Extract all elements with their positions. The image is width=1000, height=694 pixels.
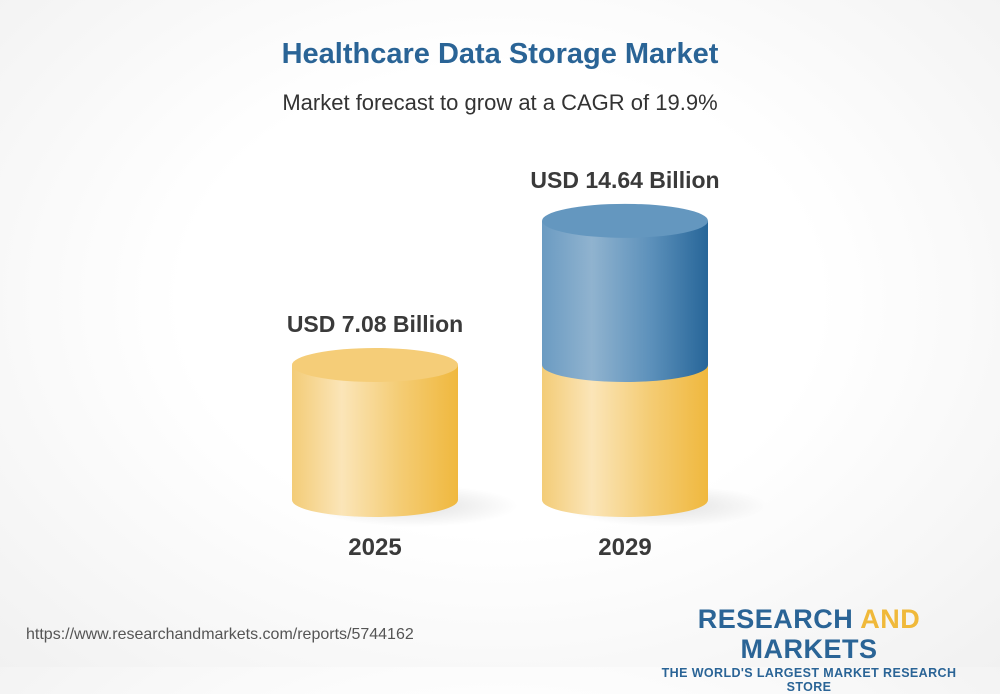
research-and-markets-logo: RESEARCH AND MARKETS THE WORLD'S LARGEST… — [641, 604, 977, 694]
logo-text: RESEARCH — [697, 604, 861, 634]
cylinder-body-2025 — [292, 365, 458, 517]
category-label: 2029 — [598, 534, 651, 561]
cylinder-growth-segment-2029 — [542, 220, 708, 382]
cylinder-top-2025 — [292, 348, 458, 382]
data-label: USD 14.64 Billion — [530, 167, 719, 193]
cylinder-base-segment-2029 — [542, 365, 708, 517]
data-label: USD 7.08 Billion — [287, 311, 463, 337]
logo-text-and: AND — [860, 604, 921, 634]
logo-tagline: THE WORLD'S LARGEST MARKET RESEARCH STOR… — [661, 666, 957, 694]
cylinder-top-2029 — [542, 203, 708, 238]
source-url[interactable]: https://www.researchandmarkets.com/repor… — [26, 626, 414, 643]
logo-text: MARKETS — [740, 634, 878, 664]
chart-subtitle: Market forecast to grow at a CAGR of 19.… — [282, 90, 718, 115]
cylinder-chart: USD 7.08 Billion 2025 USD 14.64 Billion 202… — [287, 167, 768, 561]
category-label: 2025 — [348, 534, 401, 561]
chart-title: Healthcare Data Storage Market — [281, 38, 719, 70]
